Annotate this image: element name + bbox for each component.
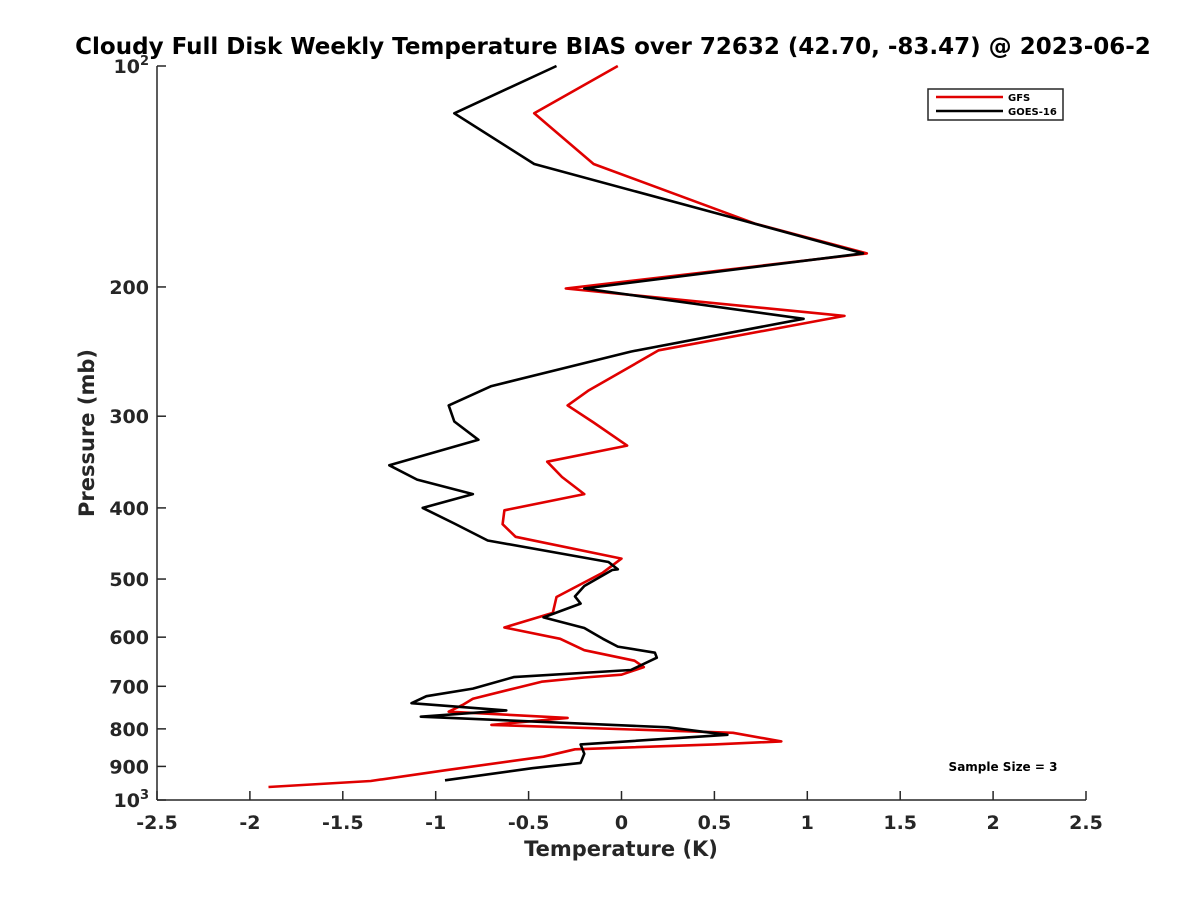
y-tick-label: 500 [109, 569, 149, 591]
sample-size-annotation: Sample Size = 3 [949, 760, 1058, 774]
y-tick-label: 600 [109, 627, 149, 649]
axes: -2.5 -2 -1.5 -1 -0.5 0 0.5 1 1.5 2 2.5 102 200 300 400… [109, 54, 1103, 834]
x-tick-label: 1 [801, 812, 814, 834]
legend-box [927, 88, 1064, 121]
y-tick-label: 300 [109, 406, 149, 428]
series-line-goes-16 [387, 64, 865, 782]
y-tick-label: 700 [109, 676, 149, 698]
x-tick-label: 2.5 [1069, 812, 1103, 834]
legend: GFS GOES-16 [927, 88, 1064, 121]
x-tick-label: -0.5 [508, 812, 550, 834]
plot-area [268, 64, 869, 789]
y-tick-label: 900 [109, 756, 149, 778]
chart-title: Cloudy Full Disk Weekly Temperature BIAS… [75, 34, 1151, 60]
x-tick-label: 1.5 [883, 812, 917, 834]
x-tick-label: 2 [986, 812, 999, 834]
x-tick-label: 0.5 [698, 812, 732, 834]
y-tick-label: 400 [109, 498, 149, 520]
x-axis-label: Temperature (K) [524, 837, 718, 861]
x-tick-label: -1.5 [322, 812, 364, 834]
y-tick-label: 200 [109, 277, 149, 299]
x-tick-label: -1 [425, 812, 446, 834]
y-axis-label: Pressure (mb) [75, 349, 99, 517]
x-tick-label: -2 [239, 812, 260, 834]
legend-label-goes-16: GOES-16 [1008, 107, 1057, 118]
y-tick-label: 103 [114, 788, 150, 812]
x-tick-label: 0 [615, 812, 628, 834]
y-tick-exponent: 3 [140, 788, 149, 803]
x-tick-label: -2.5 [136, 812, 178, 834]
y-tick-label: 102 [114, 54, 150, 78]
y-tick-label: 800 [109, 719, 149, 741]
y-tick-exponent: 2 [140, 54, 149, 69]
legend-label-gfs: GFS [1008, 93, 1030, 104]
